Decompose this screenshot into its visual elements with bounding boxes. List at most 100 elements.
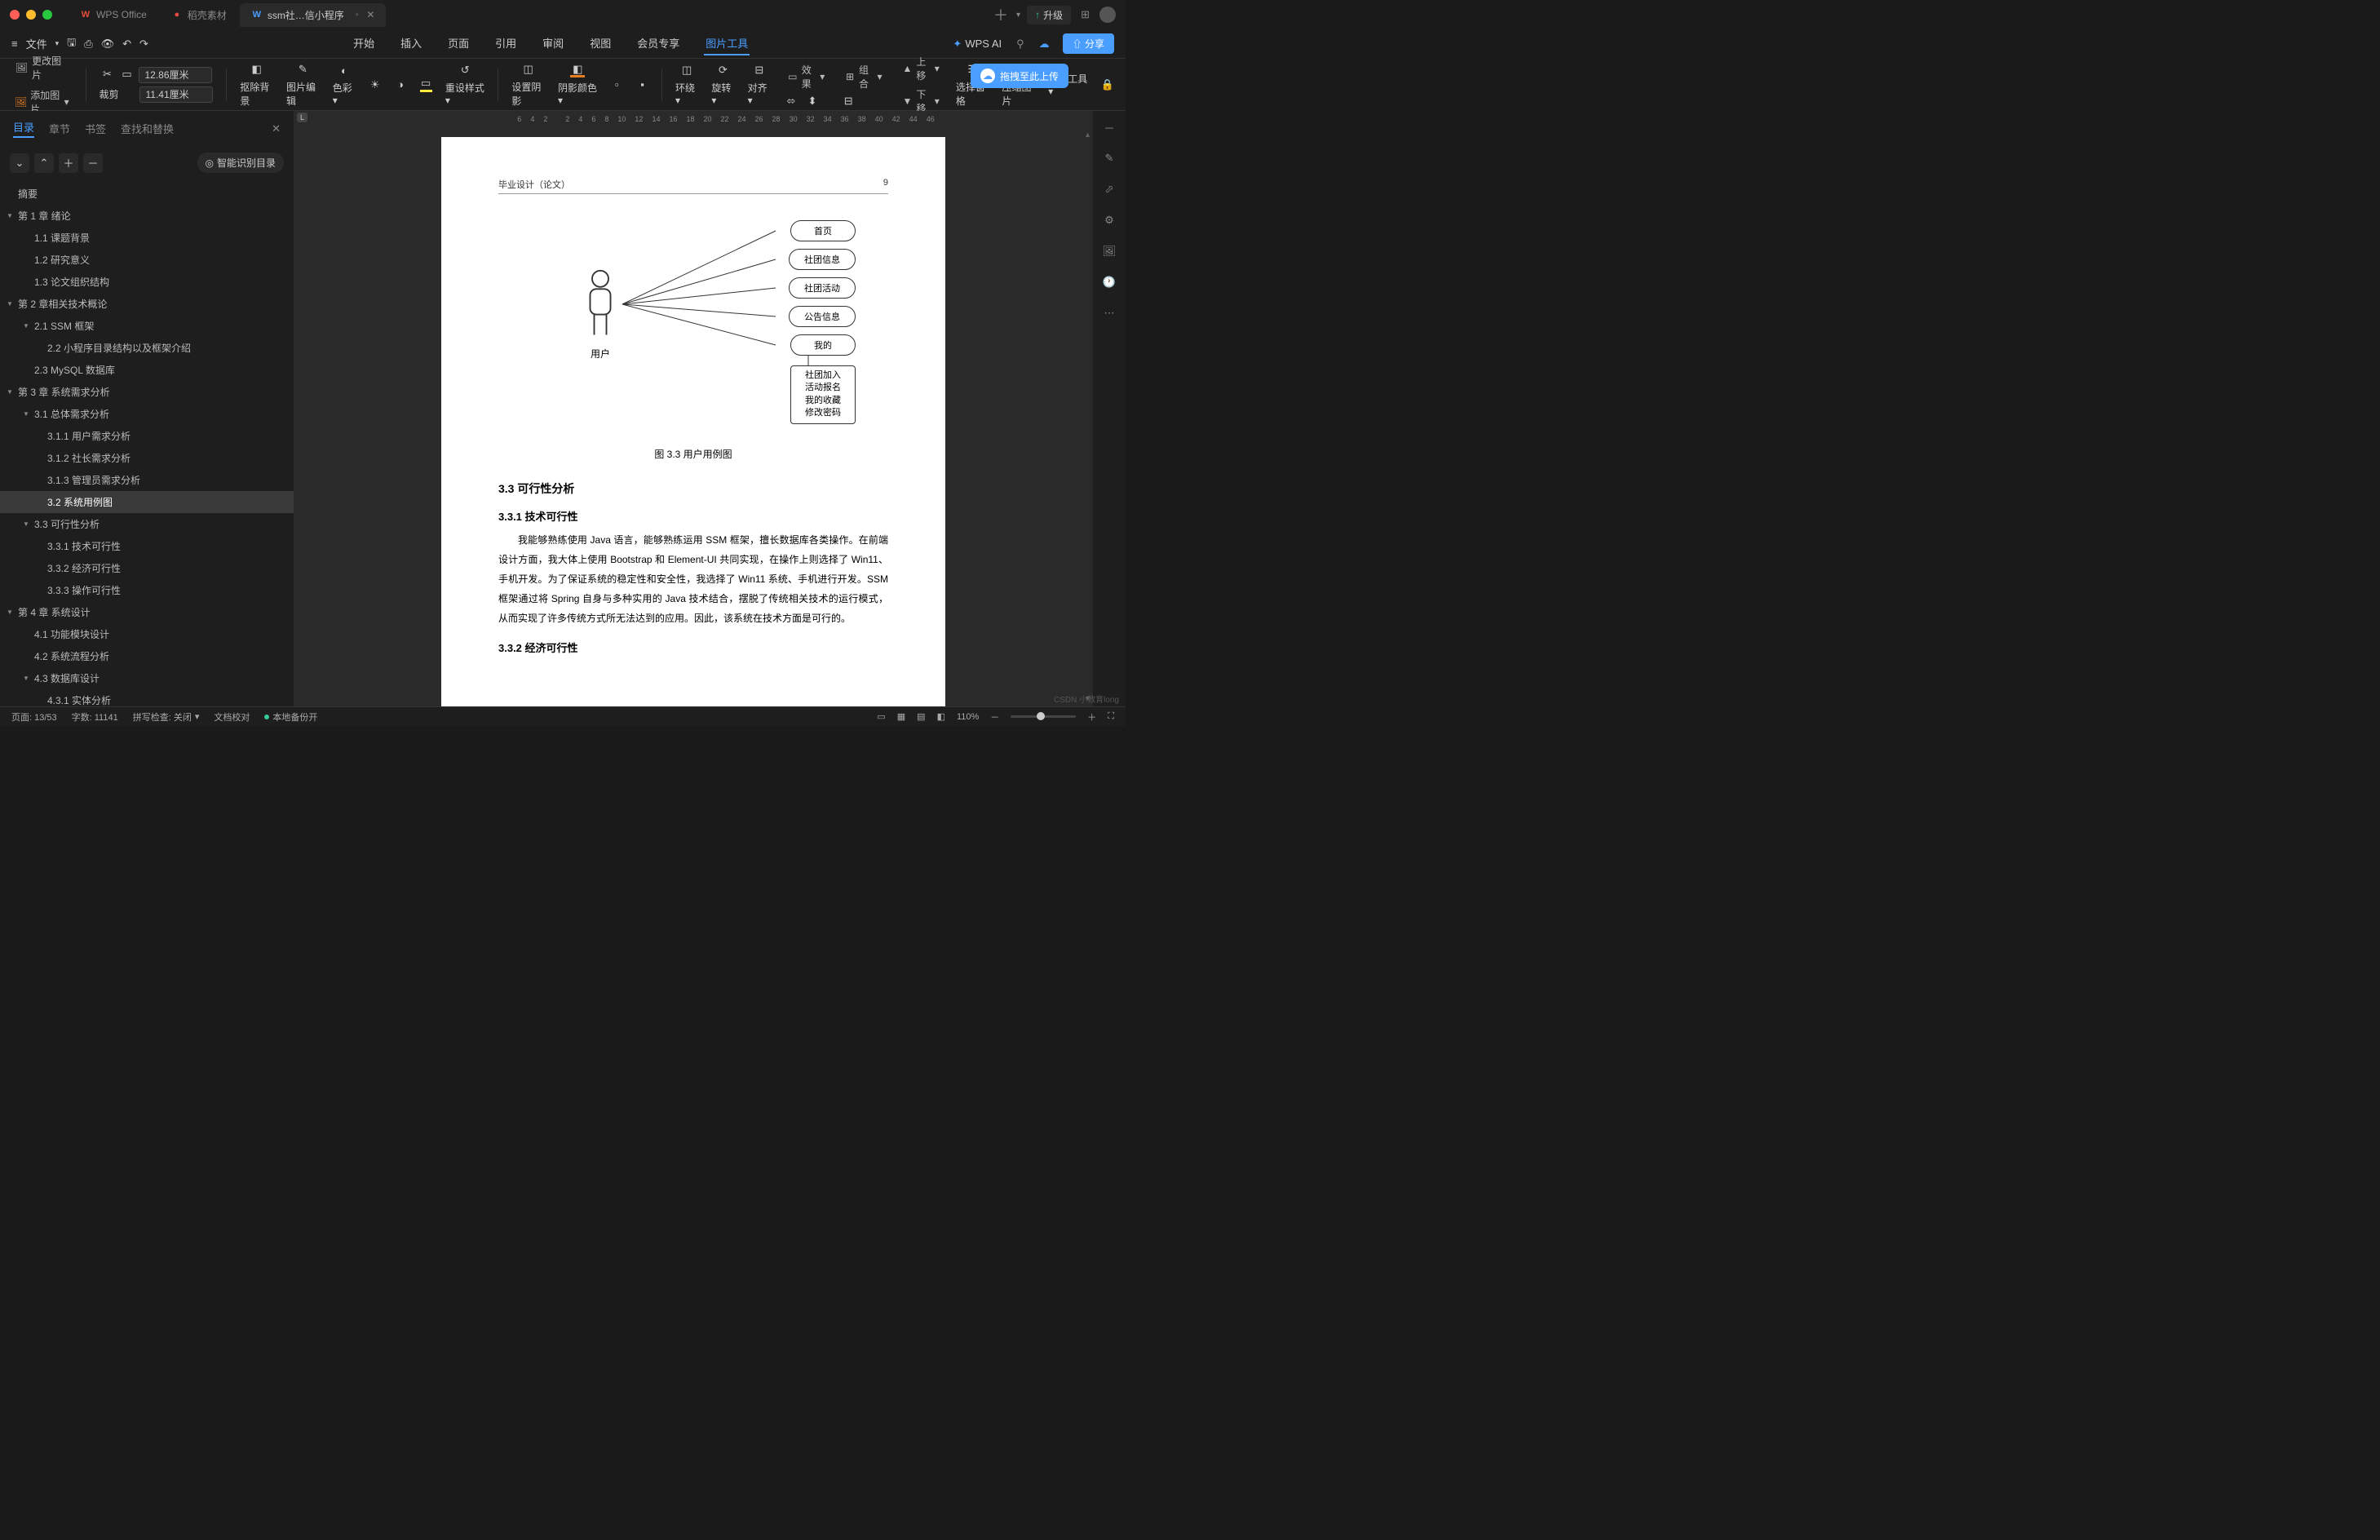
toc-item[interactable]: 第 1 章 绪论	[0, 205, 294, 227]
toc-item[interactable]: 4.3 数据库设计	[0, 667, 294, 689]
word-count[interactable]: 字数: 11141	[72, 710, 118, 724]
menu-tab[interactable]: 开始	[352, 32, 376, 55]
document-tab[interactable]: Wssm社…信小程序▫✕	[240, 3, 387, 27]
menu-tab[interactable]: 视图	[588, 32, 613, 55]
lock-icon[interactable]: 🔒	[1101, 77, 1114, 92]
ungroup-icon[interactable]: ⊟	[841, 94, 856, 108]
img-edit-icon[interactable]: ✎	[295, 62, 310, 77]
wrap-icon[interactable]: ◫	[679, 63, 694, 77]
proofing[interactable]: 文档校对	[214, 710, 250, 724]
toc-item[interactable]: 3.2 系统用例图	[0, 491, 294, 513]
new-tab-icon[interactable]: ＋	[993, 4, 1008, 25]
document-page[interactable]: 毕业设计（论文） 9 用户	[441, 137, 945, 706]
height-input[interactable]	[139, 86, 213, 103]
toc-item[interactable]: 3.1 总体需求分析	[0, 403, 294, 425]
toc-item[interactable]: 3.3 可行性分析	[0, 513, 294, 535]
align-icon[interactable]: ⊟	[752, 63, 767, 77]
menu-tab[interactable]: 审阅	[541, 32, 565, 55]
shadow-icon[interactable]: ◫	[521, 62, 536, 77]
spell-check[interactable]: 拼写检查: 关闭 ▾	[133, 710, 200, 724]
history-icon[interactable]: 🕐	[1101, 274, 1117, 290]
tab-close-icon[interactable]: ✕	[366, 9, 374, 20]
color-icon[interactable]: ◐	[337, 63, 352, 77]
menu-tab[interactable]: 图片工具	[704, 32, 750, 55]
toc-item[interactable]: 3.3.2 经济可行性	[0, 557, 294, 579]
smart-toc-button[interactable]: ◎ 智能识别目录	[197, 153, 285, 173]
undo-icon[interactable]: ↶	[122, 38, 131, 51]
sidebar-tab[interactable]: 章节	[49, 121, 70, 136]
redo-icon[interactable]: ↷	[139, 38, 148, 51]
search-icon[interactable]: ⚲	[1016, 38, 1024, 51]
scroll-up-icon[interactable]: ▴	[1086, 131, 1090, 139]
toc-item[interactable]: 1.1 课题背景	[0, 227, 294, 249]
view-mode-3-icon[interactable]: ▤	[917, 711, 925, 722]
brightness-icon[interactable]: ☀	[369, 77, 381, 92]
preview-icon[interactable]: 👁	[101, 38, 115, 51]
avatar-icon[interactable]	[1099, 7, 1116, 23]
upgrade-button[interactable]: 升级	[1027, 6, 1071, 24]
image-props-icon[interactable]: 🖼	[1101, 243, 1117, 259]
group-button[interactable]: ⊞组合 ▾	[841, 61, 885, 92]
zoom-in-icon[interactable]: ＋	[1087, 710, 1096, 724]
remove-bg-icon[interactable]: ◧	[250, 62, 264, 77]
shadow-color-icon[interactable]: ◧	[570, 63, 585, 77]
toc-item[interactable]: 3.3.3 操作可行性	[0, 579, 294, 601]
sidebar-tab[interactable]: 查找和替换	[121, 121, 174, 136]
toc-item[interactable]: 1.3 论文组织结构	[0, 271, 294, 293]
print-icon[interactable]: ⎙	[84, 38, 92, 51]
zoom-out-icon[interactable]: －	[990, 710, 999, 724]
menu-tab[interactable]: 页面	[446, 32, 471, 55]
toc-item[interactable]: 2.3 MySQL 数据库	[0, 359, 294, 381]
minus-icon[interactable]: －	[1101, 119, 1117, 135]
collapse-icon[interactable]: ⌄	[10, 153, 29, 173]
tab-pin-icon[interactable]: ▫	[356, 11, 359, 20]
upload-hint[interactable]: ☁ 拖拽至此上传	[971, 64, 1068, 88]
more-icon[interactable]: ⋯	[1101, 305, 1117, 321]
cloud-icon[interactable]: ☁	[1039, 38, 1050, 51]
toc-item[interactable]: 摘要	[0, 183, 294, 205]
contrast-icon[interactable]: ◑	[394, 77, 406, 92]
save-icon[interactable]: 🖫	[67, 35, 76, 53]
view-mode-2-icon[interactable]: ▦	[897, 711, 905, 722]
wps-ai-button[interactable]: ✦ WPS AI	[953, 38, 1002, 51]
menu-tab[interactable]: 引用	[493, 32, 518, 55]
share-button[interactable]: ⇧ 分享	[1063, 33, 1114, 54]
aspect-icon[interactable]: ▭	[119, 67, 134, 82]
crop-icon[interactable]: ✂	[100, 67, 114, 82]
zoom-level[interactable]: 110%	[957, 712, 979, 722]
view-mode-1-icon[interactable]: ▭	[877, 711, 885, 722]
page-count[interactable]: 页面: 13/53	[11, 710, 57, 724]
menu-dropdown-icon[interactable]: ▾	[55, 39, 60, 48]
toc-item[interactable]: 4.3.1 实体分析	[0, 689, 294, 706]
sidebar-close-icon[interactable]: ✕	[272, 122, 281, 135]
toc-item[interactable]: 3.3.1 技术可行性	[0, 535, 294, 557]
file-menu[interactable]: 文件	[26, 36, 47, 51]
toc-item[interactable]: 3.1.1 用户需求分析	[0, 425, 294, 447]
reset-icon[interactable]: ↺	[458, 63, 472, 77]
pencil-icon[interactable]: ✎	[1101, 150, 1117, 166]
move-up-button[interactable]: ▲上移 ▾	[899, 53, 943, 84]
width-input[interactable]	[139, 67, 212, 83]
hamburger-icon[interactable]: ≡	[11, 38, 18, 50]
rotate-icon[interactable]: ⟳	[715, 63, 730, 77]
settings-icon[interactable]: ⚙	[1101, 212, 1117, 228]
toc-item[interactable]: 第 3 章 系统需求分析	[0, 381, 294, 403]
close-window-icon[interactable]	[10, 10, 20, 20]
minimize-window-icon[interactable]	[26, 10, 36, 20]
fullscreen-icon[interactable]: ⛶	[1108, 711, 1114, 722]
toc-item[interactable]: 4.1 功能模块设计	[0, 623, 294, 645]
document-tab[interactable]: ●稻壳素材	[160, 3, 238, 27]
maximize-window-icon[interactable]	[42, 10, 52, 20]
sidebar-tab[interactable]: 目录	[13, 119, 34, 138]
view-mode-4-icon[interactable]: ◧	[937, 711, 945, 722]
tab-menu-icon[interactable]: ▾	[1016, 11, 1020, 20]
shadow-pos2-icon[interactable]: ▪	[636, 77, 648, 92]
menu-tab[interactable]: 插入	[399, 32, 423, 55]
backup-status[interactable]: 本地备份开	[264, 710, 317, 724]
toc-item[interactable]: 第 2 章相关技术概论	[0, 293, 294, 315]
toc-item[interactable]: 3.1.3 管理员需求分析	[0, 469, 294, 491]
flip-h-icon[interactable]: ⬄	[784, 94, 798, 108]
usecase-diagram[interactable]: 用户 首页社团信息社团活动公告信息我的社团加入活动报名我的收藏修改密码	[498, 219, 888, 431]
layout-icon[interactable]: ⊞	[1081, 8, 1090, 21]
remove-icon[interactable]: －	[83, 153, 103, 173]
